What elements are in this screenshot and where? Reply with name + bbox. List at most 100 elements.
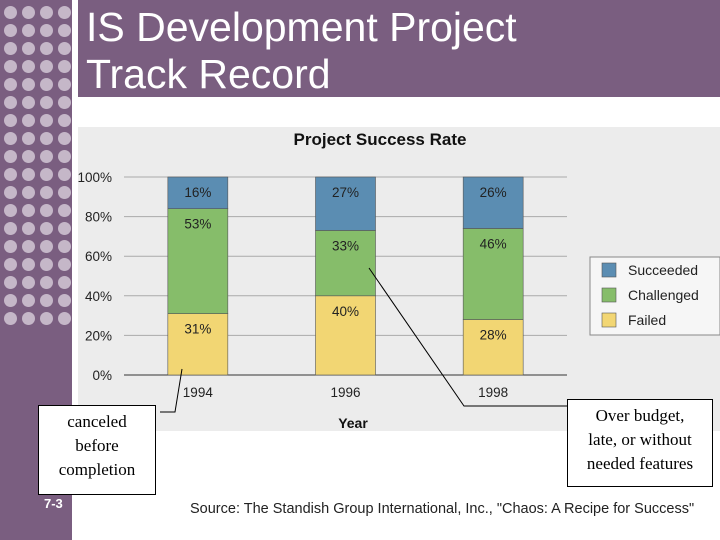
decorative-dot — [40, 114, 53, 127]
decorative-dot — [40, 60, 53, 73]
x-tick-label: 1996 — [330, 385, 360, 400]
decorative-dot — [4, 186, 17, 199]
decorative-dot — [22, 6, 35, 19]
y-tick-label: 80% — [85, 210, 112, 225]
data-label: 33% — [332, 238, 359, 253]
decorative-dot — [22, 42, 35, 55]
title-divider — [74, 97, 720, 100]
decorative-dot — [58, 276, 71, 289]
decorative-dot — [40, 168, 53, 181]
data-label: 31% — [184, 322, 211, 337]
source-citation: Source: The Standish Group International… — [190, 501, 695, 517]
decorative-dot — [40, 240, 53, 253]
decorative-dot — [58, 24, 71, 37]
decorative-dot — [58, 114, 71, 127]
decorative-dot — [4, 96, 17, 109]
data-label: 26% — [480, 185, 507, 200]
slide-number: 7-3 — [44, 496, 63, 511]
decorative-dot — [58, 312, 71, 325]
data-label: 46% — [480, 236, 507, 251]
data-label: 40% — [332, 304, 359, 319]
bars: 31% 53% 16% 1994 40% 33% 27% 1996 28% 46% 26% 1998 — [167, 176, 524, 400]
callout-canceled-line-3: completion — [58, 460, 136, 479]
y-tick-label: 0% — [92, 368, 112, 383]
decorative-dot — [40, 186, 53, 199]
decorative-dot — [4, 258, 17, 271]
decorative-dot — [40, 150, 53, 163]
title-band — [78, 0, 720, 97]
bar-segment-failed — [315, 295, 376, 376]
decorative-dot — [58, 186, 71, 199]
decorative-dot — [40, 96, 53, 109]
decorative-dot — [58, 78, 71, 91]
callout-over-budget-line-3: needed features — [586, 454, 694, 473]
legend-swatch-succeeded — [601, 262, 617, 278]
chart-area: Project Success Rate Year 0% 20% 40% 60% 80%… — [72, 100, 720, 540]
callout-over-budget: Over budget, late, or without needed fea… — [567, 399, 713, 487]
decorative-dot — [58, 222, 71, 235]
decorative-dot — [40, 258, 53, 271]
bar-segment-failed — [462, 319, 524, 376]
decorative-dot — [40, 6, 53, 19]
decorative-dot — [4, 114, 17, 127]
decorative-dot — [40, 312, 53, 325]
callout-over-budget-line-2: late, or without — [588, 430, 692, 449]
decorative-dot — [22, 168, 35, 181]
bar-segment-succeeded — [315, 176, 376, 231]
slide-title-line-1: IS Development Project — [86, 4, 517, 50]
y-tick-label: 100% — [77, 170, 112, 185]
decorative-dot — [22, 60, 35, 73]
leader-line-over-budget — [368, 267, 572, 407]
decorative-dot — [4, 60, 17, 73]
decorative-dot — [58, 168, 71, 181]
decorative-dot — [40, 42, 53, 55]
stacked-bar-chart: Project Success Rate Year 0% 20% 40% 60% 80%… — [77, 127, 720, 431]
chart-title: Project Success Rate — [294, 130, 467, 149]
decorative-dot — [4, 204, 17, 217]
decorative-dot — [22, 294, 35, 307]
decorative-dot — [40, 294, 53, 307]
bar-segment-challenged — [315, 230, 376, 297]
decorative-dot — [22, 24, 35, 37]
decorative-dot — [58, 96, 71, 109]
decorative-dot — [22, 186, 35, 199]
decorative-dot — [40, 204, 53, 217]
callout-canceled: canceled before completion — [38, 405, 156, 495]
decorative-dot — [40, 276, 53, 289]
decorative-dot — [58, 132, 71, 145]
decorative-dot — [22, 222, 35, 235]
decorative-dot — [22, 312, 35, 325]
decorative-dot — [22, 132, 35, 145]
decorative-dot — [22, 150, 35, 163]
legend-swatch-challenged — [601, 287, 617, 303]
decorative-dot — [22, 78, 35, 91]
y-tick-label: 20% — [85, 328, 112, 343]
decorative-dot — [4, 222, 17, 235]
callout-over-budget-line-1: Over budget, — [595, 406, 685, 425]
decorative-dot — [22, 240, 35, 253]
decorative-dot — [4, 24, 17, 37]
decorative-dot — [58, 258, 71, 271]
data-label: 27% — [332, 185, 359, 200]
decorative-dot — [58, 294, 71, 307]
decorative-dot — [4, 132, 17, 145]
decorative-dot — [22, 204, 35, 217]
data-label: 53% — [184, 217, 211, 232]
callout-leader-lines — [160, 267, 572, 413]
callout-canceled-line-1: canceled — [67, 412, 127, 431]
decorative-dot — [58, 204, 71, 217]
legend-label-challenged: Challenged — [628, 287, 699, 303]
y-tick-label: 60% — [85, 249, 112, 264]
decorative-dot — [22, 96, 35, 109]
slide-title-line-2: Track Record — [86, 51, 331, 97]
leader-line-canceled — [160, 368, 183, 413]
decorative-dot — [4, 42, 17, 55]
decorative-dot — [40, 132, 53, 145]
x-tick-label: 1994 — [183, 385, 214, 400]
decorative-dot — [58, 240, 71, 253]
decorative-dot — [4, 150, 17, 163]
decorative-dot — [58, 150, 71, 163]
decorative-dot — [4, 312, 17, 325]
x-axis-label: Year — [338, 415, 368, 431]
data-label: 28% — [480, 328, 507, 343]
